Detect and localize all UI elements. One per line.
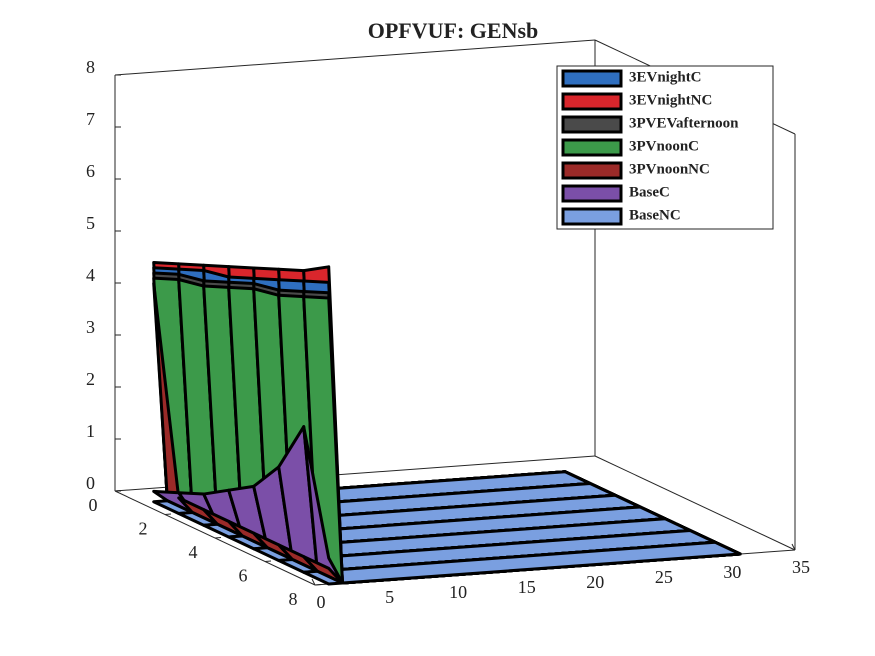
legend-label: BaseNC bbox=[629, 207, 681, 223]
y-tick-label: 4 bbox=[189, 542, 198, 562]
y-tick-label: 8 bbox=[289, 589, 298, 609]
z-tick-label: 6 bbox=[86, 161, 95, 181]
z-tick-label: 4 bbox=[86, 265, 95, 285]
box-edge bbox=[594, 455, 796, 551]
x-tick-label: 20 bbox=[586, 572, 604, 592]
x-tick-label: 5 bbox=[385, 587, 394, 607]
legend-label: 3PVnoonC bbox=[629, 138, 699, 154]
y-tick-label: 6 bbox=[239, 566, 248, 586]
legend-swatch bbox=[561, 115, 623, 134]
legend-swatch bbox=[561, 138, 623, 157]
legend-label: 3PVEVafternoon bbox=[629, 115, 739, 131]
y-tick bbox=[264, 560, 272, 562]
box-edge bbox=[114, 39, 596, 76]
y-tick bbox=[214, 537, 222, 539]
legend-swatch bbox=[561, 92, 623, 111]
x-tick bbox=[791, 543, 796, 551]
x-tick-label: 15 bbox=[518, 577, 536, 597]
legend-swatch bbox=[561, 69, 623, 88]
legend: 3EVnightC 3EVnightNC 3PVEVafternoon 3PVnoon… bbox=[556, 65, 774, 230]
y-tick bbox=[114, 490, 122, 492]
y-tick bbox=[314, 584, 322, 586]
legend-swatch bbox=[561, 161, 623, 180]
x-tick-label: 0 bbox=[317, 592, 326, 612]
z-tick-label: 5 bbox=[86, 213, 95, 233]
z-tick-label: 3 bbox=[86, 317, 95, 337]
legend-swatch bbox=[561, 184, 623, 203]
x-tick bbox=[311, 578, 316, 586]
surface-face bbox=[302, 569, 344, 586]
x-tick-label: 35 bbox=[792, 557, 810, 577]
legend-label: 3EVnightC bbox=[629, 69, 702, 85]
y-tick-label: 2 bbox=[139, 519, 148, 539]
y-tick bbox=[164, 513, 172, 515]
legend-label: BaseC bbox=[629, 184, 670, 200]
x-tick-label: 25 bbox=[655, 567, 673, 587]
z-tick-label: 1 bbox=[86, 421, 95, 441]
x-tick-label: 10 bbox=[449, 582, 467, 602]
x-tick-label: 30 bbox=[723, 562, 741, 582]
surfaces bbox=[152, 261, 742, 586]
legend-swatch bbox=[561, 207, 623, 226]
legend-label: 3PVnoonNC bbox=[629, 161, 710, 177]
z-tick-label: 7 bbox=[86, 109, 95, 129]
legend-label: 3EVnightNC bbox=[629, 92, 712, 108]
z-tick-label: 8 bbox=[86, 57, 95, 77]
z-tick-label: 0 bbox=[86, 473, 95, 493]
y-tick-label: 0 bbox=[89, 495, 98, 515]
z-tick-label: 2 bbox=[86, 369, 95, 389]
chart-title: OPFVUF: GENsb bbox=[368, 18, 539, 43]
